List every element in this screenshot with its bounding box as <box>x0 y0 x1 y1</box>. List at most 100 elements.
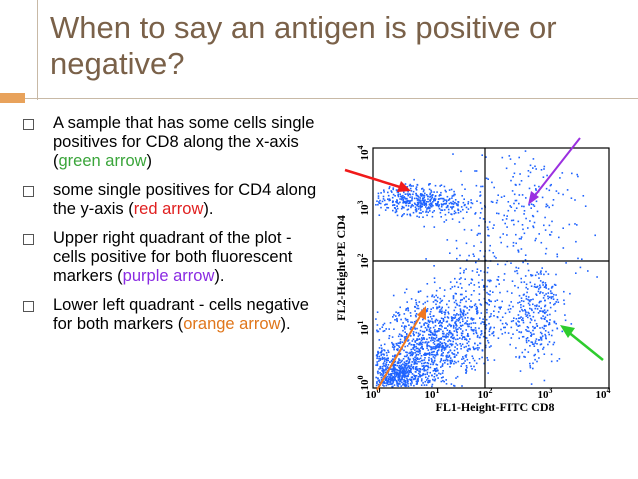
cell-dot <box>439 287 441 289</box>
cell-dot <box>385 363 387 365</box>
cell-dot <box>439 338 441 340</box>
cell-dot <box>405 374 407 376</box>
cell-dot <box>447 312 450 315</box>
cell-dot <box>529 365 531 367</box>
square-bullet-icon <box>23 119 34 130</box>
cell-dot <box>429 310 432 313</box>
cell-dot <box>535 323 538 325</box>
cell-dot <box>503 279 505 281</box>
cell-dot <box>388 335 391 337</box>
cell-dot <box>411 198 413 200</box>
x-tick-label: 103 <box>538 386 553 401</box>
cell-dot <box>548 341 551 343</box>
cell-dot <box>528 204 530 206</box>
cell-dot <box>529 331 532 334</box>
cell-dot <box>460 332 463 334</box>
cell-dot <box>433 198 435 201</box>
cell-dot <box>541 196 544 199</box>
cell-dot <box>435 363 437 366</box>
cell-dot <box>475 184 478 187</box>
cell-dot <box>424 361 426 364</box>
cell-dot <box>453 384 455 387</box>
cell-dot <box>521 224 524 226</box>
cell-dot <box>396 372 399 375</box>
cell-dot <box>383 364 385 367</box>
cell-dot <box>436 344 438 347</box>
cell-dot <box>431 294 434 296</box>
cell-dot <box>426 373 428 375</box>
cell-dot <box>414 352 416 354</box>
orange-arrow <box>376 312 423 391</box>
cell-dot <box>390 373 393 375</box>
cell-dot <box>476 310 478 312</box>
cell-dot <box>478 336 481 339</box>
cell-dot <box>530 319 533 321</box>
cell-dot <box>420 202 423 204</box>
cell-dot <box>385 367 387 369</box>
cell-dot <box>411 340 414 342</box>
cell-dot <box>515 323 518 326</box>
cell-dot <box>516 329 518 331</box>
cell-dot <box>386 380 388 382</box>
cell-dot <box>401 335 404 337</box>
cell-dot <box>510 326 513 329</box>
cell-dot <box>480 185 482 188</box>
cell-dot <box>470 328 473 331</box>
cell-dot <box>541 332 543 335</box>
cell-dot <box>459 267 462 269</box>
cell-dot <box>548 323 550 326</box>
cell-dot <box>520 236 523 238</box>
cell-dot <box>518 337 520 340</box>
cell-dot <box>399 195 402 198</box>
cell-dot <box>441 348 443 350</box>
cell-dot <box>406 381 408 384</box>
cell-dot <box>476 347 479 349</box>
cell-dot <box>438 198 440 200</box>
cell-dot <box>423 359 426 361</box>
cell-dot <box>493 326 495 329</box>
cell-dot <box>482 335 485 338</box>
cell-dot <box>443 347 445 350</box>
cell-dot <box>403 196 406 198</box>
cell-dot <box>404 201 406 203</box>
cell-dot <box>410 371 412 374</box>
cell-dot <box>441 342 443 345</box>
cell-dot <box>398 366 400 369</box>
cell-dot <box>543 165 546 168</box>
cell-dot <box>388 198 391 200</box>
cell-dot <box>441 322 443 324</box>
cell-dot <box>527 316 529 319</box>
cell-dot <box>467 325 469 328</box>
cell-dot <box>380 344 382 347</box>
cell-dot <box>444 346 447 349</box>
square-bullet-icon <box>23 301 34 312</box>
cell-dot <box>406 213 409 216</box>
cell-dot <box>404 183 407 185</box>
cell-dot <box>462 208 464 211</box>
cell-dot <box>502 233 504 235</box>
cell-dot <box>418 338 421 340</box>
cell-dot <box>455 202 458 205</box>
cell-dot <box>507 332 510 334</box>
cell-dot <box>440 308 443 310</box>
cell-dot <box>542 292 544 294</box>
cell-dot <box>434 329 436 331</box>
cell-dot <box>467 201 470 203</box>
cell-dot <box>454 292 457 295</box>
cell-dot <box>375 376 377 379</box>
cell-dot <box>411 376 414 378</box>
cell-dot <box>405 375 407 378</box>
cell-dot <box>445 334 447 336</box>
cell-dot <box>380 206 382 209</box>
cell-dot <box>472 332 475 335</box>
title-horizontal-rule <box>0 98 638 99</box>
cell-dot <box>506 226 508 228</box>
cell-dot <box>402 200 404 202</box>
cell-dot <box>575 272 577 274</box>
cell-dot <box>429 371 431 374</box>
cell-dot <box>419 352 421 355</box>
cell-dot <box>425 309 428 311</box>
cell-dot <box>403 355 406 358</box>
cell-dot <box>403 367 406 369</box>
cell-dot <box>416 380 418 383</box>
